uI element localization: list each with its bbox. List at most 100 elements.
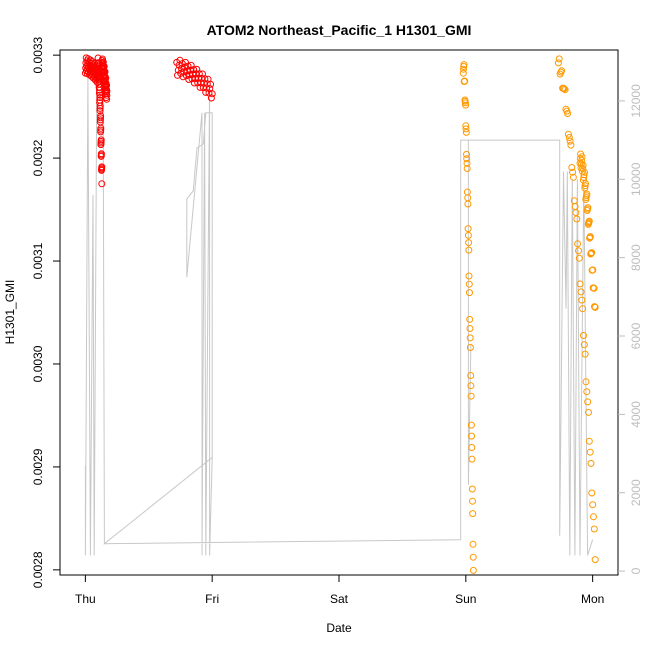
data-point [578, 153, 586, 161]
data-point [103, 91, 111, 99]
data-point [99, 55, 106, 63]
data-point [467, 421, 475, 429]
data-point [462, 128, 470, 136]
data-point [469, 497, 476, 505]
data-point [577, 288, 585, 296]
data-point [586, 233, 594, 241]
data-point [208, 90, 216, 98]
data-point [586, 448, 594, 456]
data-point [581, 168, 588, 176]
data-point [463, 159, 471, 167]
y2-axis: 0 2000 4000 6000 8000 10000 12000 [618, 84, 643, 574]
data-point [584, 398, 592, 406]
data-point [466, 344, 474, 351]
secondary-series [84, 72, 594, 556]
y-tick-label: 0.0031 [31, 242, 45, 279]
data-point [557, 68, 565, 76]
chart-title: ATOM2 Northeast_Pacific_1 H1301_GMI [207, 22, 472, 38]
data-point [588, 489, 596, 497]
data-point [591, 303, 599, 311]
data-point [465, 246, 473, 254]
x-tick-label: Fri [205, 592, 219, 606]
data-point [590, 525, 598, 533]
x-tick-label: Sun [455, 592, 476, 606]
data-point [99, 58, 107, 66]
data-point [581, 350, 589, 358]
data-point [590, 513, 597, 521]
data-point [207, 80, 215, 88]
data-point [568, 164, 576, 171]
data-point [579, 164, 587, 172]
data-point [468, 485, 476, 493]
data-point [97, 114, 104, 122]
y-tick-label: 0.0029 [31, 448, 45, 485]
data-point [585, 217, 593, 225]
data-point [469, 553, 477, 561]
data-point [190, 79, 198, 87]
data-point [461, 99, 469, 107]
data-point [459, 69, 467, 77]
data-point [588, 249, 596, 257]
data-point [465, 280, 473, 288]
data-point [179, 73, 187, 81]
data-point [587, 459, 595, 467]
data-point [564, 110, 572, 117]
y-tick-label: 0.0030 [31, 345, 45, 382]
data-point [460, 61, 468, 69]
data-point [579, 305, 587, 313]
data-point [462, 122, 470, 130]
y2-tick-label: 10000 [629, 162, 643, 196]
data-point [590, 284, 598, 292]
data-point [202, 88, 210, 96]
data-point [464, 225, 472, 233]
data-point [463, 165, 471, 172]
data-point [466, 334, 474, 342]
data-point [575, 247, 582, 255]
data-point [566, 137, 574, 145]
data-point [462, 101, 470, 109]
data-point [578, 296, 586, 304]
data-point [585, 408, 592, 416]
data-point [462, 125, 470, 133]
data-point [580, 332, 587, 339]
data-point [567, 141, 575, 149]
data-point [583, 388, 591, 396]
data-point [589, 501, 597, 509]
data-point [582, 180, 589, 187]
y2-tick-label: 12000 [629, 84, 643, 118]
data-point [467, 392, 475, 400]
y2-tick-label: 6000 [629, 322, 643, 349]
data-point [585, 437, 593, 445]
data-point [466, 325, 474, 332]
y2-tick-label: 0 [629, 567, 643, 574]
y-tick-label: 0.0033 [31, 36, 45, 73]
x-tick-label: Thu [75, 592, 96, 606]
data-point [464, 200, 472, 208]
data-point [468, 432, 476, 440]
data-point [96, 91, 104, 99]
data-point [569, 168, 577, 176]
data-point [96, 104, 104, 112]
data-point [578, 156, 586, 164]
data-point [464, 231, 472, 239]
secondary-series-line [84, 72, 594, 556]
data-point [103, 95, 111, 103]
data-point [577, 160, 585, 168]
data-point [575, 254, 583, 262]
data-point [463, 155, 471, 163]
y2-tick-label: 8000 [629, 244, 643, 271]
data-point [555, 55, 563, 63]
x-axis-label: Date [326, 621, 352, 635]
data-point [569, 173, 577, 181]
y2-tick-label: 4000 [629, 401, 643, 428]
data-point [97, 112, 105, 120]
data-point [584, 204, 592, 212]
data-point [463, 188, 471, 196]
data-point [96, 107, 104, 115]
data-point [460, 65, 467, 73]
data-point [185, 76, 193, 83]
data-point [468, 444, 476, 451]
y2-tick-label: 2000 [629, 479, 643, 506]
data-points [81, 54, 599, 574]
